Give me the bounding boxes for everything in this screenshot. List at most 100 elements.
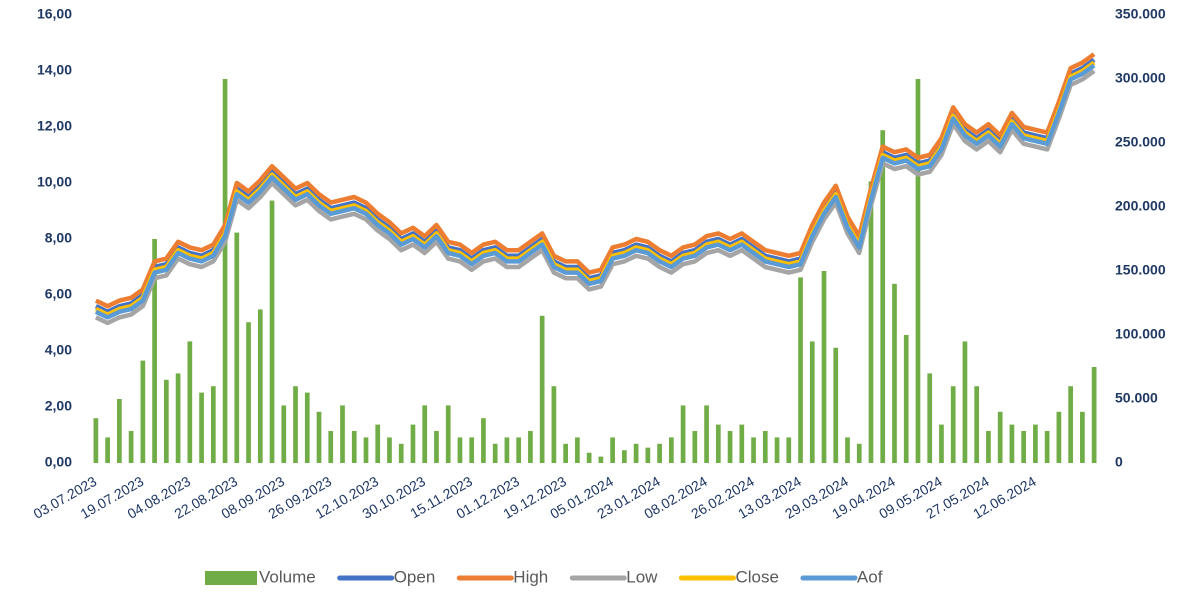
y2ticks-label: 50.000 — [1115, 390, 1158, 406]
volume-bar — [304, 392, 310, 463]
volume-bar — [762, 431, 768, 463]
volume-bar — [715, 424, 721, 463]
legend-label: Open — [394, 567, 436, 586]
volume-bar — [93, 418, 99, 463]
volume-bar — [997, 411, 1003, 463]
volume-bar — [809, 341, 815, 463]
volume-bar — [739, 424, 745, 463]
volume-bar — [398, 443, 404, 463]
y2ticks-label: 0 — [1115, 454, 1123, 470]
legend-label: Aof — [857, 567, 883, 586]
y2ticks-label: 200.000 — [1115, 198, 1166, 214]
volume-bar — [316, 411, 322, 463]
volume-bar — [210, 386, 216, 463]
volume-bar — [351, 431, 357, 463]
price-line — [94, 69, 1096, 326]
yticks-label: 8,00 — [45, 230, 72, 246]
volume-bar — [774, 437, 780, 463]
legend-swatch — [205, 571, 257, 585]
volume-bar — [950, 386, 956, 463]
volume-bar — [375, 424, 381, 463]
volume-bar — [481, 418, 486, 463]
y2ticks-label: 150.000 — [1115, 262, 1166, 278]
volume-bar — [199, 392, 204, 463]
y2ticks-label: 300.000 — [1115, 70, 1166, 86]
volume-bar — [328, 431, 334, 463]
volume-bar — [704, 405, 709, 463]
volume-bar — [1080, 411, 1085, 463]
volume-bar — [622, 450, 627, 463]
volume-bar — [1021, 431, 1027, 463]
volume-bar — [974, 386, 980, 463]
volume-bar — [140, 360, 146, 463]
yticks-label: 14,00 — [37, 62, 72, 78]
volume-bar — [610, 437, 615, 463]
volume-bar — [257, 309, 263, 463]
volume-bar — [575, 437, 580, 463]
volume-bar — [445, 405, 451, 463]
volume-bar — [751, 437, 756, 463]
price-line — [94, 52, 1096, 309]
volume-bar — [117, 399, 122, 463]
volume-bar — [528, 431, 533, 463]
volume-bar — [434, 431, 439, 463]
yticks-label: 6,00 — [45, 286, 72, 302]
yticks-label: 10,00 — [37, 174, 72, 190]
volume-bar — [469, 437, 475, 463]
volume-bar — [281, 405, 287, 463]
volume-bar — [598, 456, 604, 463]
volume-bar — [727, 431, 733, 463]
volume-bar — [939, 424, 944, 463]
volume-bar — [845, 437, 850, 463]
price-line — [94, 63, 1096, 320]
volume-bar — [246, 322, 251, 463]
yticks-label: 12,00 — [37, 118, 72, 134]
volume-bar — [1068, 386, 1073, 463]
legend-label: Close — [735, 567, 778, 586]
volume-bar — [633, 443, 639, 463]
volume-bar — [457, 437, 463, 463]
volume-bar — [903, 335, 909, 463]
volume-bar — [175, 373, 181, 463]
volume-bar — [868, 181, 874, 463]
volume-bar — [422, 405, 428, 463]
volume-bar — [856, 443, 862, 463]
volume-bar — [539, 315, 545, 463]
volume-bar — [222, 79, 228, 463]
volume-bar — [668, 437, 674, 463]
volume-bar — [692, 431, 698, 463]
volume-bar — [504, 437, 510, 463]
volume-bar — [657, 443, 662, 463]
volume-bar — [798, 277, 803, 463]
volume-bar — [516, 437, 522, 463]
volume-bar — [105, 437, 110, 463]
volume-bar — [563, 443, 568, 463]
volume-bar — [892, 283, 897, 463]
price-line — [94, 57, 1096, 315]
yticks-label: 0,00 — [45, 454, 72, 470]
volume-bar — [163, 379, 169, 463]
volume-bar — [128, 431, 134, 463]
y2ticks-label: 250.000 — [1115, 134, 1166, 150]
legend-label: Volume — [259, 567, 316, 586]
volume-bar — [187, 341, 193, 463]
volume-bar — [1056, 411, 1062, 463]
volume-bar — [821, 271, 827, 463]
yticks-label: 2,00 — [45, 398, 72, 414]
volume-bar — [234, 232, 240, 463]
volume-bar — [962, 341, 968, 463]
volume-bar — [680, 405, 686, 463]
y2ticks-label: 100.000 — [1115, 326, 1166, 342]
yticks-label: 16,00 — [37, 6, 72, 22]
volume-bar — [363, 437, 369, 463]
volume-bar — [915, 79, 921, 463]
volume-bar — [269, 200, 275, 463]
legend-label: High — [513, 567, 548, 586]
volume-bar — [1091, 367, 1097, 463]
volume-bar — [986, 431, 991, 463]
volume-bar — [786, 437, 792, 463]
volume-bar — [645, 447, 651, 463]
volume-bar — [387, 437, 392, 463]
volume-bar — [551, 386, 557, 463]
